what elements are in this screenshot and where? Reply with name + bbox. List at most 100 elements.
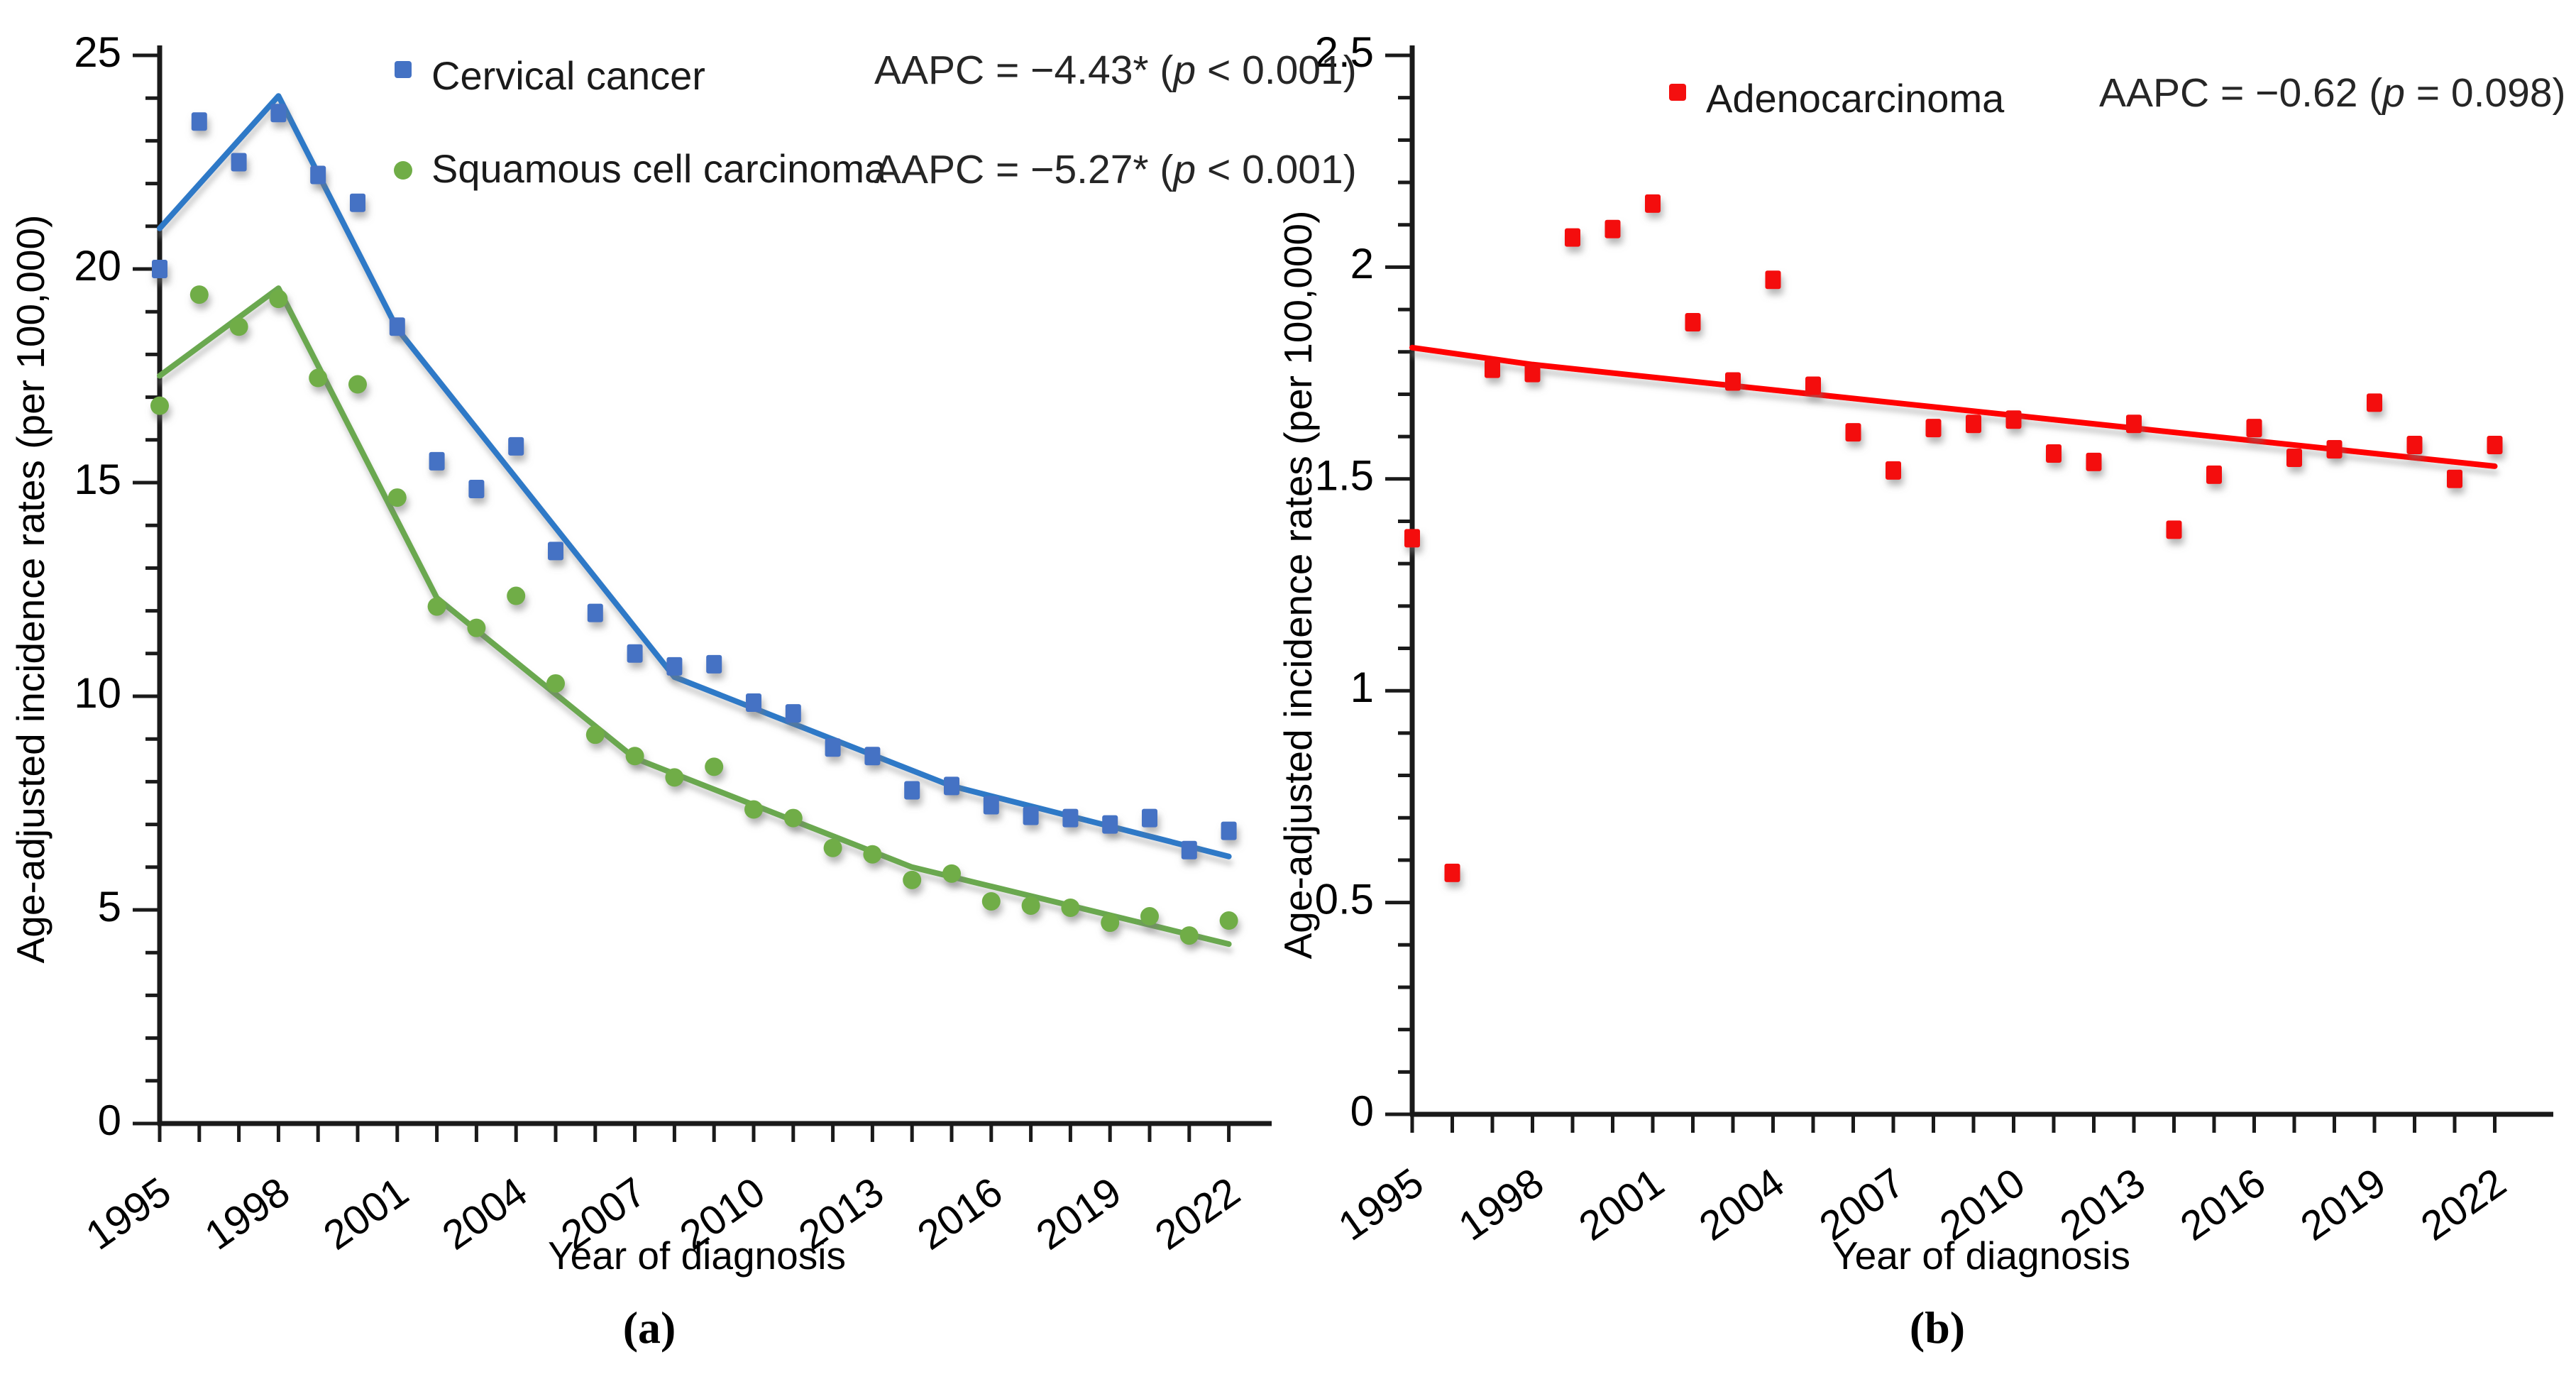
data-point-cervical-cancer <box>1023 806 1039 825</box>
panel-a-y-axis-title: Age-adjusted incidence rates (per 100,00… <box>9 215 53 964</box>
data-point-adenocarcinoma <box>1925 419 1942 438</box>
y-tick-label: 0.5 <box>1315 875 1374 923</box>
data-point-cervical-cancer <box>864 747 881 766</box>
data-point-cervical-cancer <box>152 260 167 278</box>
data-point-adenocarcinoma <box>1765 270 1781 290</box>
data-point-squamous-cell-carcinoma <box>585 725 605 745</box>
data-point-cervical-cancer <box>389 317 405 336</box>
data-point-adenocarcinoma <box>1966 414 1981 434</box>
data-point-cervical-cancer <box>904 781 920 800</box>
data-point-squamous-cell-carcinoma <box>427 597 446 616</box>
data-point-adenocarcinoma <box>2447 469 2462 488</box>
data-point-cervical-cancer <box>310 165 326 185</box>
data-point-adenocarcinoma <box>1524 363 1541 383</box>
data-point-adenocarcinoma <box>1485 359 1500 378</box>
data-point-cervical-cancer <box>350 193 365 212</box>
data-point-squamous-cell-carcinoma <box>189 285 209 304</box>
x-tick-label: 2019 <box>2292 1159 2394 1249</box>
data-point-squamous-cell-carcinoma <box>665 768 684 787</box>
data-point-adenocarcinoma <box>2367 393 2382 412</box>
data-point-squamous-cell-carcinoma <box>783 808 803 828</box>
data-point-cervical-cancer <box>785 704 801 723</box>
trend-line-squamous-cell-carcinoma <box>157 285 1232 948</box>
data-point-cervical-cancer <box>508 436 524 456</box>
trend-line-cervical-cancer <box>157 93 1232 859</box>
data-point-adenocarcinoma <box>1845 423 1861 442</box>
y-tick-label: 2 <box>1350 240 1374 287</box>
legend-label-adenocarcinoma: Adenocarcinoma <box>1706 76 2005 121</box>
caption-panel-a: (a) <box>623 1302 676 1353</box>
data-point-adenocarcinoma <box>2166 520 2182 539</box>
data-point-cervical-cancer <box>191 112 207 131</box>
x-tick-label: 2004 <box>1691 1159 1793 1249</box>
data-point-cervical-cancer <box>706 654 722 674</box>
x-tick-label: 2022 <box>1147 1168 1248 1258</box>
x-tick-label: 2001 <box>1570 1159 1672 1249</box>
legend-marker-adenocarcinoma-square <box>1669 84 1686 101</box>
data-point-cervical-cancer <box>983 796 999 815</box>
data-point-squamous-cell-carcinoma <box>507 586 526 605</box>
data-point-adenocarcinoma <box>2487 436 2503 455</box>
data-point-adenocarcinoma <box>2406 436 2423 455</box>
data-point-adenocarcinoma <box>1725 372 1741 391</box>
panel-b-x-axis-title: Year of diagnosis <box>1832 1234 2130 1278</box>
data-point-cervical-cancer <box>627 644 643 663</box>
caption-panel-b: (b) <box>1910 1302 1965 1353</box>
legend-marker-scc-circle <box>394 161 412 180</box>
data-point-squamous-cell-carcinoma <box>269 290 288 309</box>
data-point-squamous-cell-carcinoma <box>387 488 407 507</box>
data-point-adenocarcinoma <box>2206 465 2222 484</box>
panel-a-x-axis-title: Year of diagnosis <box>548 1234 846 1278</box>
data-point-cervical-cancer <box>270 104 287 123</box>
legend-marker-cervical-square <box>395 61 412 78</box>
data-point-squamous-cell-carcinoma <box>229 317 248 336</box>
annotation-aapc-adenocarcinoma: AAPC = −0.62 (p = 0.098) <box>2099 70 2566 116</box>
data-point-adenocarcinoma <box>1605 219 1621 238</box>
data-point-cervical-cancer <box>587 603 603 622</box>
data-point-adenocarcinoma <box>1404 529 1420 548</box>
data-point-cervical-cancer <box>1102 815 1118 834</box>
data-point-squamous-cell-carcinoma <box>150 396 169 415</box>
x-tick-label: 1995 <box>1330 1159 1431 1249</box>
data-point-cervical-cancer <box>1221 821 1237 840</box>
data-point-adenocarcinoma <box>2126 414 2142 434</box>
data-point-cervical-cancer <box>231 153 247 172</box>
data-point-cervical-cancer <box>548 542 563 561</box>
y-tick-label: 2.5 <box>1315 28 1374 76</box>
data-point-cervical-cancer <box>1181 840 1197 859</box>
y-tick-label: 20 <box>74 242 121 290</box>
data-point-squamous-cell-carcinoma <box>981 891 1001 911</box>
x-tick-label: 1998 <box>197 1168 298 1258</box>
data-point-squamous-cell-carcinoma <box>1101 913 1120 933</box>
data-point-squamous-cell-carcinoma <box>903 870 922 889</box>
x-tick-label: 2016 <box>909 1168 1011 1258</box>
data-point-squamous-cell-carcinoma <box>1061 898 1080 917</box>
panel-b-y-axis-title: Age-adjusted incidence rates (per 100,00… <box>1276 211 1320 960</box>
data-point-squamous-cell-carcinoma <box>863 845 882 864</box>
data-point-squamous-cell-carcinoma <box>309 368 328 388</box>
data-point-squamous-cell-carcinoma <box>348 375 367 394</box>
y-tick-label: 1.5 <box>1315 452 1374 500</box>
y-tick-label: 25 <box>74 28 121 76</box>
y-tick-label: 0 <box>98 1097 121 1144</box>
x-tick-label: 2016 <box>2172 1159 2274 1249</box>
data-point-adenocarcinoma <box>1565 228 1580 247</box>
annotation-aapc-scc: AAPC = −5.27* (p < 0.001) <box>874 147 1357 192</box>
data-point-squamous-cell-carcinoma <box>546 674 565 693</box>
data-point-adenocarcinoma <box>1645 194 1661 213</box>
data-point-cervical-cancer <box>825 738 841 757</box>
x-tick-label: 2004 <box>434 1168 536 1258</box>
data-point-cervical-cancer <box>468 480 485 499</box>
data-point-squamous-cell-carcinoma <box>625 747 644 766</box>
data-point-adenocarcinoma <box>2005 410 2022 429</box>
x-tick-label: 2001 <box>315 1168 417 1258</box>
x-tick-label: 2022 <box>2413 1159 2514 1249</box>
data-point-adenocarcinoma <box>1685 312 1701 331</box>
data-point-adenocarcinoma <box>2326 440 2343 459</box>
data-point-adenocarcinoma <box>2286 448 2302 467</box>
data-point-adenocarcinoma <box>1444 863 1460 882</box>
